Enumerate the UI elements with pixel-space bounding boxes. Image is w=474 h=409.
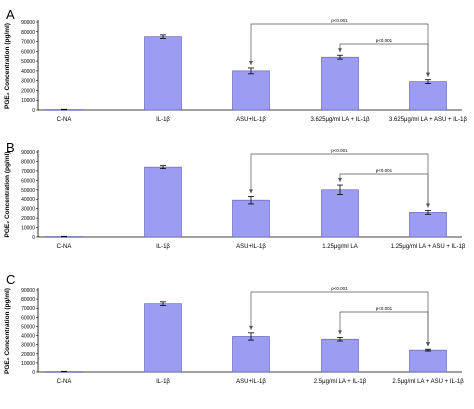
category-label: ASU+IL-1β xyxy=(236,117,266,123)
y-tick-label: 80000 xyxy=(21,159,35,165)
bracket-arrowhead xyxy=(426,342,430,347)
y-tick-label: 40000 xyxy=(21,334,35,340)
category-label: C-NA xyxy=(57,379,72,385)
y-tick-label: 0 xyxy=(32,235,35,241)
y-tick-label: 40000 xyxy=(21,197,35,203)
y-tick-label: 60000 xyxy=(21,178,35,184)
significance-bracket xyxy=(339,43,429,77)
y-tick-label: 50000 xyxy=(21,188,35,194)
y-tick-label: 20000 xyxy=(21,216,35,222)
y-tick-label: 90000 xyxy=(21,288,35,294)
panel-label: A xyxy=(6,7,15,22)
bar xyxy=(321,56,359,111)
significance-label: p<0.001 xyxy=(376,168,393,173)
y-tick-label: 80000 xyxy=(21,30,35,36)
y-tick-label: 0 xyxy=(32,108,35,114)
significance-label: p<0.001 xyxy=(331,18,348,23)
bar xyxy=(409,81,447,111)
panel-label: C xyxy=(6,272,15,287)
y-tick-label: 50000 xyxy=(21,59,35,65)
bracket-arrowhead xyxy=(426,72,430,77)
bracket-arrowhead xyxy=(338,330,342,335)
y-tick-label: 90000 xyxy=(21,20,35,26)
y-tick-label: 20000 xyxy=(21,88,35,94)
bracket-arrowhead xyxy=(249,189,253,194)
bar xyxy=(144,36,182,111)
category-label: 3.625μg/ml LA + ASU + IL-1β xyxy=(389,117,468,123)
category-label: ASU+IL-1β xyxy=(236,244,266,250)
y-axis-label: PGE₂ Concentration (pg/ml) xyxy=(4,288,11,374)
category-label: IL-1β xyxy=(156,379,170,385)
significance-bracket xyxy=(339,311,429,347)
significance-label: p<0.001 xyxy=(376,306,393,311)
category-label: 2.5μg/ml LA + IL-1β xyxy=(314,379,367,385)
significance-label: p<0.001 xyxy=(331,286,348,291)
bar xyxy=(232,199,270,238)
bracket-arrowhead xyxy=(426,203,430,208)
bar xyxy=(409,349,447,373)
y-tick-label: 80000 xyxy=(21,297,35,303)
category-label: 2.5μg/ml LA + ASU + IL-1β xyxy=(392,379,464,385)
y-tick-label: 10000 xyxy=(21,226,35,232)
bar xyxy=(144,166,182,238)
y-tick-label: 70000 xyxy=(21,40,35,46)
category-label: 1.25μg/ml LA + ASU + IL-1β xyxy=(391,244,466,250)
bracket-arrowhead xyxy=(338,48,342,53)
category-label: ASU+IL-1β xyxy=(236,379,266,385)
category-label: C-NA xyxy=(57,117,72,123)
y-axis-label: PGE₂ Concentration (pg/ml) xyxy=(4,23,11,109)
y-tick-label: 40000 xyxy=(21,69,35,75)
y-tick-label: 10000 xyxy=(21,361,35,367)
bar xyxy=(321,189,359,238)
panel-label: B xyxy=(6,140,15,155)
y-axis-label: PGE₂ Concentration (pg/ml) xyxy=(4,152,11,238)
bar xyxy=(232,70,270,111)
y-tick-label: 0 xyxy=(32,370,35,376)
category-label: C-NA xyxy=(57,244,72,250)
bracket-arrowhead xyxy=(249,60,253,65)
category-label: IL-1β xyxy=(156,117,170,123)
significance-label: p<0.001 xyxy=(376,38,393,43)
bracket-arrowhead xyxy=(249,325,253,330)
y-tick-label: 30000 xyxy=(21,343,35,349)
significance-bracket xyxy=(339,173,429,208)
significance-label: p<0.001 xyxy=(331,148,348,153)
y-tick-label: 10000 xyxy=(21,98,35,104)
y-tick-label: 60000 xyxy=(21,315,35,321)
bar xyxy=(144,303,182,373)
bracket-arrowhead xyxy=(338,178,342,183)
y-tick-label: 50000 xyxy=(21,324,35,330)
bar xyxy=(321,338,359,373)
y-tick-label: 60000 xyxy=(21,49,35,55)
y-tick-label: 70000 xyxy=(21,306,35,312)
y-tick-label: 30000 xyxy=(21,207,35,213)
y-tick-label: 30000 xyxy=(21,79,35,85)
y-tick-label: 20000 xyxy=(21,352,35,358)
y-tick-label: 70000 xyxy=(21,169,35,175)
bar xyxy=(232,336,270,373)
category-label: 3.625μg/ml LA + IL-1β xyxy=(310,117,370,123)
category-label: 1.25μg/ml LA xyxy=(322,244,357,250)
y-tick-label: 90000 xyxy=(21,150,35,156)
category-label: IL-1β xyxy=(156,244,170,250)
bar xyxy=(409,212,447,238)
